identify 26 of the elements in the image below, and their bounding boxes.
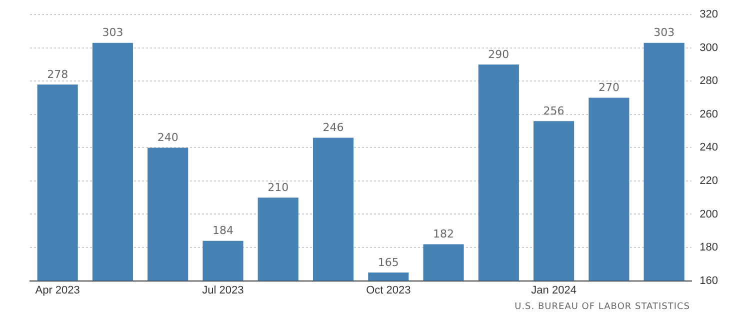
x-tick-label: Jul 2023 bbox=[202, 284, 244, 296]
text: U.S. BUREAU OF LABOR STATISTICS bbox=[514, 302, 690, 312]
data-label: 303 bbox=[654, 26, 675, 40]
data-label: 278 bbox=[47, 68, 68, 81]
data-label: 184 bbox=[212, 224, 234, 238]
x-tick-label: Oct 2023 bbox=[366, 284, 411, 296]
y-tick-label: 280 bbox=[700, 75, 718, 88]
data-label: 256 bbox=[543, 104, 564, 118]
y-tick-label: 260 bbox=[700, 108, 718, 120]
data-label: 290 bbox=[488, 48, 510, 61]
y-tick-label: 160 bbox=[700, 274, 718, 287]
y-tick-label: 220 bbox=[700, 175, 718, 188]
y-tick-label: 320 bbox=[700, 8, 718, 21]
data-label: 246 bbox=[322, 121, 344, 134]
y-tick-label: 240 bbox=[700, 142, 718, 154]
data-label: 210 bbox=[268, 180, 289, 194]
data-label: 303 bbox=[102, 26, 124, 40]
y-tick-label: 180 bbox=[700, 242, 718, 254]
data-label: 270 bbox=[598, 81, 620, 94]
data-label: 240 bbox=[157, 131, 178, 144]
x-tick-label: Apr 2023 bbox=[35, 284, 80, 296]
data-label: 182 bbox=[433, 228, 454, 241]
y-tick-label: 300 bbox=[700, 42, 718, 54]
y-tick-label: 200 bbox=[700, 208, 718, 220]
data-label: 165 bbox=[378, 256, 399, 269]
x-tick-label: Jan 2024 bbox=[531, 284, 576, 296]
